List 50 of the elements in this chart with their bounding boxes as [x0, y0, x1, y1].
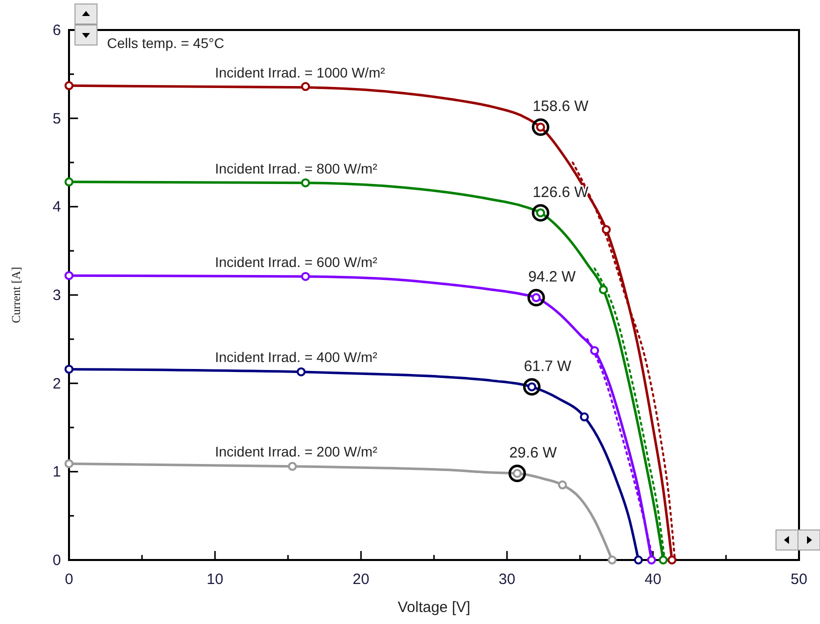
series-label: Incident Irrad. = 1000 W/m²: [215, 64, 386, 81]
point: [64, 459, 74, 468]
annotation: 61.7 W: [524, 358, 572, 375]
y-tick-label: 0: [52, 552, 61, 569]
point: [288, 462, 297, 471]
point: [301, 178, 310, 188]
point: [658, 556, 668, 564]
point: [602, 225, 611, 234]
y-tick-label: 5: [52, 110, 61, 128]
series-label: Incident Irrad. = 600 W/m²: [215, 254, 378, 270]
x-tick-label: 40: [644, 571, 662, 588]
x-tick-label: 50: [790, 571, 808, 588]
point: [508, 464, 526, 482]
point: [667, 556, 676, 564]
point: [523, 378, 541, 396]
point: [634, 556, 643, 564]
y-tick-label: 2: [52, 375, 61, 392]
annotation: 158.6 W: [532, 98, 590, 116]
point: [532, 118, 550, 136]
point: [598, 285, 608, 294]
y-tick-label: 4: [52, 198, 61, 216]
y-axis-title: Current [A]: [9, 266, 23, 324]
series-label: Incident Irrad. = 200 W/m²: [215, 443, 378, 460]
annotation: Cells temp. = 45°C: [107, 35, 224, 51]
x-tick-label: 0: [64, 571, 74, 588]
point: [64, 364, 74, 374]
x-tick-label: 30: [498, 571, 516, 588]
annotation: 94.2 W: [528, 268, 577, 286]
x-tick-label: 10: [206, 571, 224, 588]
point: [64, 81, 74, 90]
x-axis-title: Voltage [V]: [398, 599, 470, 616]
point: [64, 177, 74, 186]
point: [301, 272, 310, 281]
y-tick-label: 6: [52, 22, 61, 39]
point: [590, 346, 600, 356]
point: [580, 412, 589, 422]
point: [558, 480, 567, 490]
x-tick-label: 20: [352, 571, 370, 588]
point: [64, 271, 74, 280]
y-tick-label: 3: [52, 287, 61, 304]
point: [608, 556, 617, 564]
annotation: 29.6 W: [509, 444, 558, 462]
point: [532, 204, 550, 222]
series-label: Incident Irrad. = 400 W/m²: [215, 348, 378, 365]
point: [527, 288, 545, 306]
y-tick-label: 1: [52, 464, 61, 481]
point: [647, 556, 656, 564]
point: [301, 82, 310, 92]
series-label: Incident Irrad. = 800 W/m²: [215, 160, 378, 176]
point: [296, 367, 306, 376]
